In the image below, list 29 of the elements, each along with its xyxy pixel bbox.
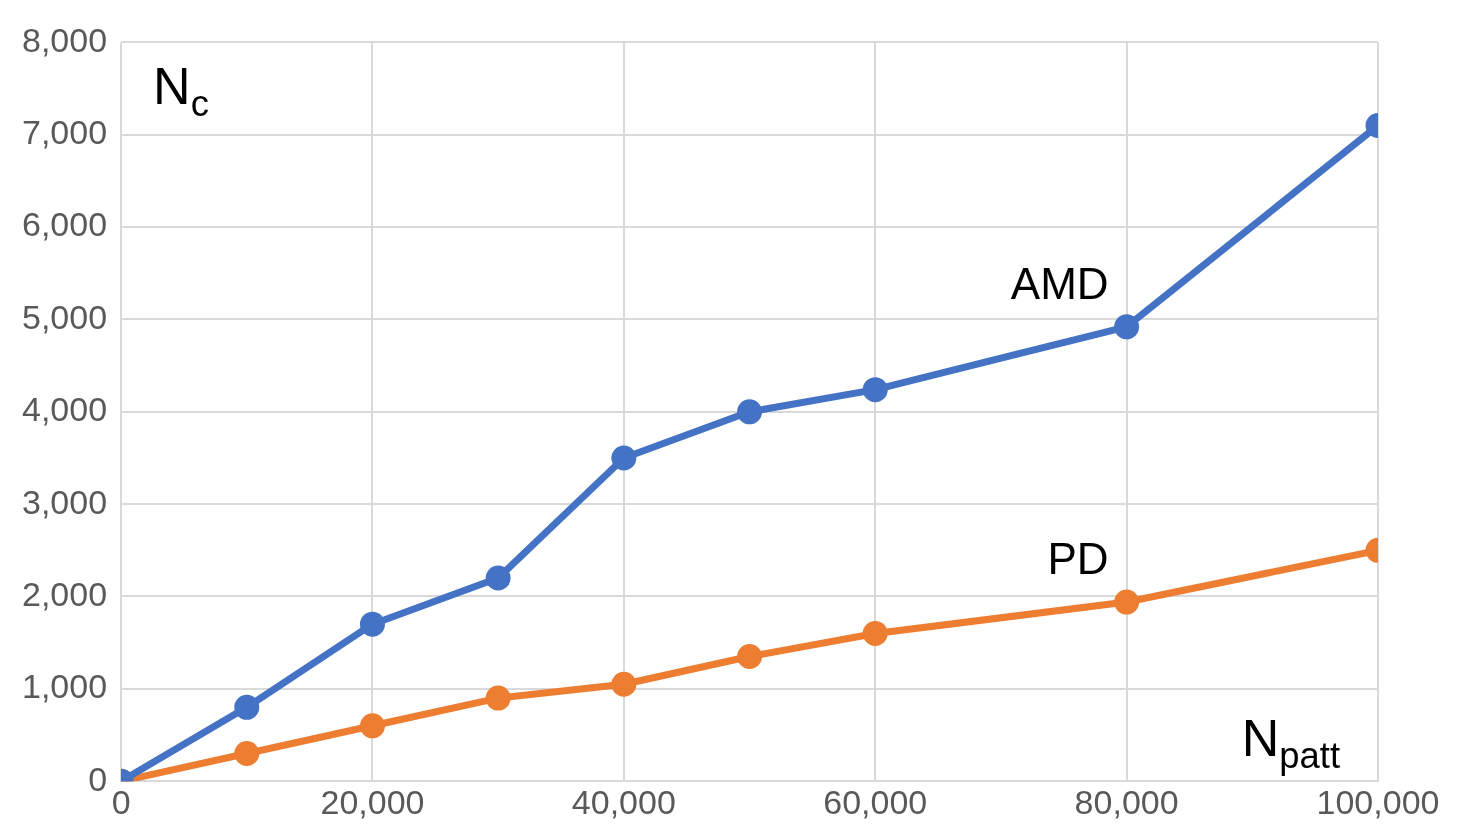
x-tick-label: 40,000 <box>571 782 676 821</box>
y-tick-label: 7,000 <box>21 113 108 152</box>
point <box>359 611 385 637</box>
series-label: PD <box>1047 534 1109 584</box>
y-tick-label: 5,000 <box>21 297 108 336</box>
point <box>862 377 888 403</box>
point <box>611 671 637 697</box>
y-tick-label: 4,000 <box>21 390 108 429</box>
y-tick-label: 8,000 <box>21 20 108 59</box>
y-tick-label: 3,000 <box>21 482 108 521</box>
point <box>737 399 763 425</box>
x-tick-label: 80,000 <box>1074 782 1179 821</box>
point <box>862 620 888 646</box>
point <box>737 644 763 670</box>
x-tick-label: 20,000 <box>320 782 425 821</box>
series-label: AMD <box>1010 258 1109 308</box>
point <box>234 694 260 720</box>
point <box>1114 589 1140 615</box>
y-tick-label: 1,000 <box>21 667 108 706</box>
y-tick-label: 2,000 <box>21 574 108 613</box>
point <box>485 565 511 591</box>
point <box>234 741 260 766</box>
x-tick-label: 60,000 <box>823 782 928 821</box>
point <box>1114 314 1140 340</box>
point <box>611 445 637 471</box>
y-tick-label: 6,000 <box>21 205 108 244</box>
point <box>359 713 385 739</box>
point <box>485 685 511 711</box>
x-tick-label: 100,000 <box>1316 782 1440 821</box>
